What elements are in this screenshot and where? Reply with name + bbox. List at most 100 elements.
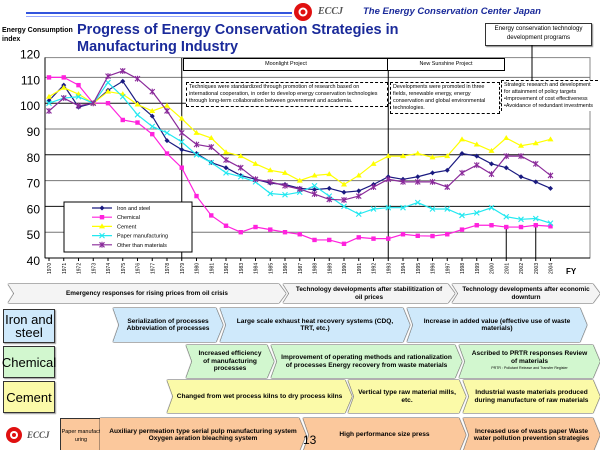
- data-point: [99, 232, 105, 239]
- data-point: [356, 235, 361, 240]
- x-tick-label: 1994: [401, 263, 407, 274]
- data-point: [533, 179, 539, 185]
- data-point: [518, 142, 524, 148]
- data-point: [385, 204, 392, 211]
- phase-economic-downturn: Technology developments after economic d…: [452, 284, 600, 303]
- eccj-footer-logo-text: ECCJ: [27, 430, 50, 440]
- data-point: [548, 224, 553, 229]
- data-point: [445, 232, 450, 237]
- data-point: [429, 154, 436, 160]
- data-point: [459, 136, 465, 142]
- data-point: [370, 160, 377, 166]
- data-point: [164, 151, 170, 156]
- x-tick-label: 1990: [342, 263, 348, 274]
- x-tick-label: 1971: [62, 263, 68, 274]
- data-point: [150, 131, 155, 137]
- data-point: [252, 160, 259, 166]
- data-point: [355, 211, 362, 218]
- y-tick-label: 50: [27, 228, 41, 242]
- page-title: Progress of Energy Conservation Strategi…: [77, 22, 399, 55]
- data-point: [312, 187, 317, 193]
- data-point: [178, 129, 185, 136]
- data-point: [518, 174, 524, 180]
- data-point: [105, 79, 111, 86]
- data-point: [267, 190, 274, 197]
- y-tick-label: 120: [20, 48, 40, 62]
- x-tick-label: 1985: [268, 263, 274, 274]
- data-point: [105, 101, 111, 106]
- paper-step-1: Auxiliary permeation type serial pulp ma…: [100, 418, 306, 450]
- x-tick-label: 1982: [224, 263, 230, 274]
- data-point: [46, 75, 52, 80]
- data-point: [356, 188, 362, 194]
- x-tick-label: 2001: [504, 263, 510, 274]
- header-rule: [26, 12, 292, 14]
- y-tick-label: 100: [20, 99, 40, 113]
- page-number: 13: [303, 433, 317, 447]
- data-point: [518, 224, 524, 230]
- data-point: [429, 206, 436, 212]
- data-point: [178, 115, 185, 121]
- data-point: [488, 171, 495, 178]
- x-tick-label: 1996: [431, 263, 437, 274]
- moonlight-project-label: Moonlight Project: [183, 58, 389, 71]
- data-point: [119, 67, 126, 74]
- x-tick-label: 1995: [416, 263, 422, 274]
- data-point: [208, 159, 215, 166]
- data-point: [341, 189, 347, 195]
- data-point: [444, 153, 451, 159]
- header-rule: [26, 16, 292, 17]
- data-point: [415, 233, 420, 239]
- eccj-logo-text: ECCJ: [318, 6, 344, 17]
- data-point: [386, 236, 391, 241]
- data-point: [518, 216, 524, 223]
- data-point: [547, 220, 554, 227]
- iron-step-1: Serialization of processes Abbreviation …: [113, 308, 223, 342]
- data-point: [326, 171, 333, 177]
- data-point: [164, 129, 170, 136]
- data-point: [119, 93, 126, 100]
- data-point: [208, 135, 215, 141]
- data-point: [430, 170, 435, 176]
- data-point: [120, 78, 126, 84]
- data-point: [253, 224, 258, 230]
- x-tick-label: 1970: [47, 263, 53, 274]
- data-point: [46, 107, 52, 114]
- data-point: [532, 140, 539, 146]
- data-point: [504, 224, 509, 230]
- data-point: [370, 206, 377, 212]
- moonlight-note: Techniques were standardized through pro…: [186, 82, 388, 107]
- data-point: [459, 151, 465, 157]
- iron-step-2: Large scale exhaust heat recovery system…: [220, 308, 410, 342]
- chart-legend: Iron and steel Chemical Cement Paper manufa…: [63, 201, 193, 253]
- data-point: [311, 191, 318, 198]
- x-tick-label: 1976: [136, 263, 142, 274]
- data-point: [311, 182, 318, 189]
- data-point: [488, 204, 495, 211]
- cement-step-3: Industrial waste materials produced duri…: [463, 380, 600, 413]
- data-point: [223, 165, 229, 171]
- data-point: [473, 162, 480, 169]
- x-tick-label: 1999: [475, 263, 481, 274]
- x-tick-label: 1981: [209, 263, 215, 274]
- data-point: [179, 165, 184, 170]
- data-point: [252, 176, 259, 183]
- data-point: [341, 241, 347, 247]
- paper-step-3: Increased use of wasts paper Waste water…: [463, 418, 600, 450]
- x-tick-label: 1992: [372, 263, 378, 274]
- data-point: [46, 93, 52, 99]
- data-point: [60, 84, 67, 90]
- row-label-cement: Cement: [3, 381, 55, 413]
- data-point: [429, 178, 436, 185]
- energy-index-chart: 40 50 60 70 80 90 100 110 120 1970 1971 1972 1973 197…: [20, 45, 591, 276]
- series-paper-manufacturing: [46, 79, 554, 227]
- data-point: [503, 213, 510, 220]
- legend-box: [63, 201, 193, 253]
- data-point: [355, 172, 362, 178]
- data-point: [327, 237, 332, 243]
- data-point: [385, 153, 392, 159]
- data-point: [208, 144, 215, 151]
- data-point: [223, 149, 229, 155]
- data-point: [237, 173, 244, 180]
- data-point: [400, 204, 406, 211]
